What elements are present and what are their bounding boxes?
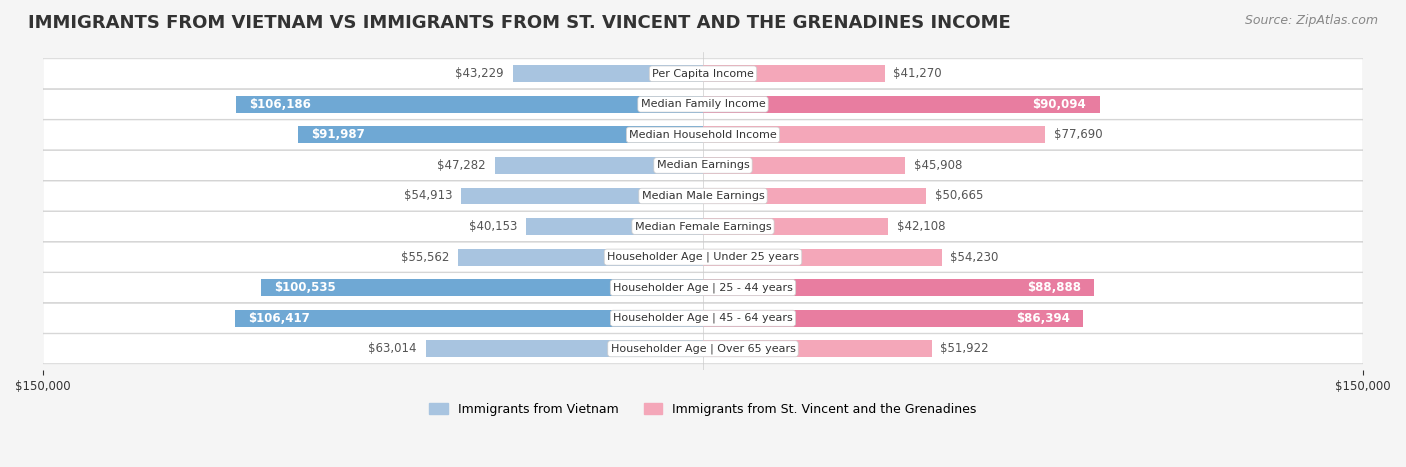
Bar (703, 310, 1083, 326)
Text: $100,535: $100,535 (274, 281, 336, 294)
Text: $106,186: $106,186 (249, 98, 311, 111)
Bar (703, 65, 884, 82)
Bar (235, 310, 703, 326)
Bar (703, 188, 927, 205)
Bar (236, 96, 703, 113)
Bar (495, 157, 703, 174)
Text: $45,908: $45,908 (914, 159, 962, 172)
Text: $55,562: $55,562 (401, 251, 450, 263)
Bar (703, 96, 1099, 113)
Bar (513, 65, 703, 82)
FancyBboxPatch shape (42, 150, 1364, 180)
Bar (298, 127, 703, 143)
Text: Householder Age | Over 65 years: Householder Age | Over 65 years (610, 344, 796, 354)
Legend: Immigrants from Vietnam, Immigrants from St. Vincent and the Grenadines: Immigrants from Vietnam, Immigrants from… (425, 398, 981, 421)
Text: $41,270: $41,270 (893, 67, 942, 80)
FancyBboxPatch shape (42, 334, 1364, 364)
Text: Median Female Earnings: Median Female Earnings (634, 221, 772, 232)
Text: Source: ZipAtlas.com: Source: ZipAtlas.com (1244, 14, 1378, 27)
FancyBboxPatch shape (42, 181, 1364, 211)
Bar (703, 127, 1045, 143)
Text: Median Male Earnings: Median Male Earnings (641, 191, 765, 201)
Bar (426, 340, 703, 357)
Text: Householder Age | 25 - 44 years: Householder Age | 25 - 44 years (613, 283, 793, 293)
Text: Householder Age | 45 - 64 years: Householder Age | 45 - 64 years (613, 313, 793, 324)
Text: $54,230: $54,230 (950, 251, 998, 263)
FancyBboxPatch shape (42, 242, 1364, 272)
Text: $40,153: $40,153 (470, 220, 517, 233)
Text: $42,108: $42,108 (897, 220, 946, 233)
FancyBboxPatch shape (42, 273, 1364, 303)
FancyBboxPatch shape (42, 59, 1364, 89)
FancyBboxPatch shape (42, 212, 1364, 241)
Text: $106,417: $106,417 (247, 312, 309, 325)
Text: $90,094: $90,094 (1032, 98, 1087, 111)
Text: $77,690: $77,690 (1053, 128, 1102, 142)
Text: Median Earnings: Median Earnings (657, 161, 749, 170)
Text: $86,394: $86,394 (1017, 312, 1070, 325)
Bar (703, 279, 1094, 296)
Bar (461, 188, 703, 205)
Text: $51,922: $51,922 (941, 342, 988, 355)
Text: Median Family Income: Median Family Income (641, 99, 765, 109)
Bar (526, 218, 703, 235)
Bar (703, 340, 932, 357)
Text: Median Household Income: Median Household Income (628, 130, 778, 140)
FancyBboxPatch shape (42, 89, 1364, 119)
FancyBboxPatch shape (42, 303, 1364, 333)
Bar (458, 249, 703, 266)
Text: $63,014: $63,014 (368, 342, 416, 355)
Text: $88,888: $88,888 (1026, 281, 1081, 294)
Text: Per Capita Income: Per Capita Income (652, 69, 754, 79)
FancyBboxPatch shape (42, 120, 1364, 150)
Text: $47,282: $47,282 (437, 159, 486, 172)
Text: $43,229: $43,229 (456, 67, 503, 80)
Text: IMMIGRANTS FROM VIETNAM VS IMMIGRANTS FROM ST. VINCENT AND THE GRENADINES INCOME: IMMIGRANTS FROM VIETNAM VS IMMIGRANTS FR… (28, 14, 1011, 32)
Text: $54,913: $54,913 (404, 190, 453, 203)
Bar (260, 279, 703, 296)
Bar (703, 249, 942, 266)
Text: $91,987: $91,987 (311, 128, 366, 142)
Bar (703, 157, 905, 174)
Bar (703, 218, 889, 235)
Text: $50,665: $50,665 (935, 190, 983, 203)
Text: Householder Age | Under 25 years: Householder Age | Under 25 years (607, 252, 799, 262)
